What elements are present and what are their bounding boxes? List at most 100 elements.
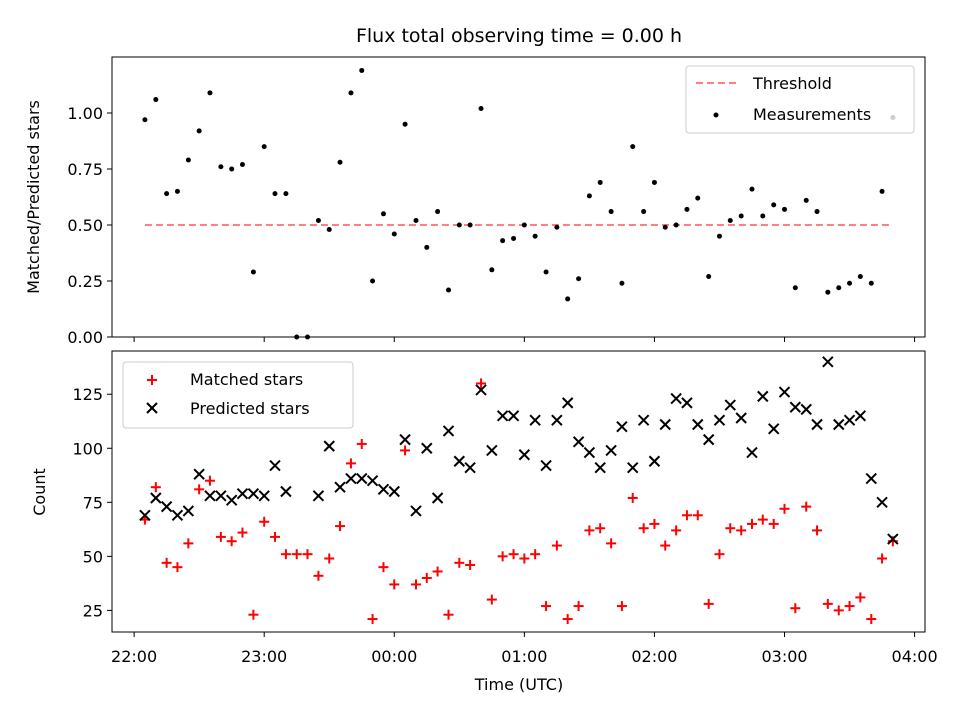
bottom-legend-box — [122, 361, 354, 429]
predicted-star-point — [627, 462, 639, 474]
measurement-point — [619, 280, 625, 286]
top-legend: Threshold Measurements — [685, 65, 915, 134]
matched-star-point — [855, 592, 866, 603]
matched-star-point — [389, 579, 400, 590]
predicted-star-point — [486, 444, 498, 457]
matched-star-point — [703, 598, 714, 609]
measurement-point — [868, 280, 874, 286]
matched-star-point — [649, 518, 660, 529]
predicted-star-point — [204, 490, 216, 502]
matched-star-point — [812, 525, 823, 536]
matched-star-point — [302, 549, 313, 560]
matched-star-point — [714, 549, 725, 560]
predicted-star-point — [865, 472, 877, 485]
measurement-point — [803, 197, 809, 203]
bottom-y-tick-label: 125 — [72, 385, 103, 404]
matched-star-point — [259, 516, 270, 527]
predicted-star-point — [139, 509, 151, 521]
matched-star-point — [638, 523, 649, 534]
x-tick-label: 23:00 — [241, 647, 287, 666]
predicted-star-point — [323, 440, 335, 452]
predicted-star-point — [822, 356, 834, 368]
measurement-point — [836, 285, 842, 291]
measurement-point — [749, 186, 755, 192]
predicted-star-point — [410, 505, 422, 517]
top-y-tick-label: 0.00 — [67, 328, 103, 347]
measurement-point — [326, 226, 332, 232]
predicted-star-point — [778, 386, 791, 398]
matched-star-point — [150, 482, 161, 493]
measurement-point — [782, 206, 788, 212]
predicted-star-point — [193, 468, 205, 480]
predicted-star-point — [225, 494, 238, 506]
predicted-star-point — [345, 472, 357, 485]
predicted-star-point — [572, 436, 585, 448]
predicted-star-point — [887, 533, 899, 545]
matched-star-point — [801, 501, 812, 512]
predicted-star-point — [160, 500, 173, 513]
predicted-star-point — [692, 418, 704, 431]
matched-star-point — [367, 614, 378, 625]
measurement-point — [630, 144, 636, 150]
measurement-point — [370, 278, 376, 284]
matched-star-point — [400, 445, 411, 456]
matched-star-point — [421, 572, 432, 583]
matched-star-point — [627, 492, 638, 503]
bottom-plot-frame — [111, 350, 926, 633]
measurement-point — [532, 233, 538, 239]
matched-star-point — [194, 484, 205, 495]
matched-star-point — [335, 521, 346, 532]
measurement-point — [695, 195, 701, 201]
measurement-point — [359, 67, 365, 73]
matched-star-point — [215, 531, 226, 542]
predicted-star-point — [334, 481, 346, 493]
measurement-point — [521, 222, 527, 228]
predicted-star-point — [735, 412, 747, 424]
predicted-star-point — [453, 455, 466, 467]
matched-star-point — [248, 609, 259, 620]
predicted-star-point — [150, 492, 162, 504]
bottom-y-tick-label: 50 — [83, 547, 103, 566]
predicted-star-point — [507, 410, 520, 422]
matched-star-point — [736, 525, 747, 536]
matched-star-point — [476, 378, 487, 389]
predicted-star-point — [724, 399, 736, 411]
measurement-point — [218, 164, 224, 170]
predicted-star-point — [854, 410, 867, 422]
predicted-star-point — [637, 414, 650, 426]
measurement-point — [738, 213, 744, 219]
matched-star-point — [486, 594, 497, 605]
measurement-point — [348, 90, 354, 96]
measurement-point — [857, 274, 863, 280]
matched-star-point — [172, 562, 183, 573]
legend-matched-label: Matched stars — [190, 370, 303, 389]
x-tick-label: 02:00 — [631, 647, 677, 666]
chart-title: Flux total observing time = 0.00 h — [356, 25, 682, 47]
top-y-tick-label: 1.00 — [67, 104, 103, 123]
x-tick-label: 01:00 — [501, 647, 547, 666]
predicted-star-point — [269, 459, 281, 472]
matched-star-point — [757, 514, 768, 525]
top-legend-box — [685, 65, 915, 134]
matched-star-point — [324, 553, 335, 564]
measurement-point — [164, 191, 170, 197]
matched-star-point — [877, 553, 888, 564]
predicted-star-point — [659, 418, 671, 431]
matched-star-point — [530, 549, 541, 560]
matched-star-point — [226, 536, 237, 547]
predicted-star-point — [789, 401, 802, 413]
top-y-tick-label: 0.75 — [67, 160, 103, 179]
measurement-point — [337, 159, 343, 165]
measurement-point — [402, 121, 408, 127]
measurement-point — [315, 218, 321, 224]
measurement-point — [435, 209, 441, 215]
predicted-star-point — [377, 483, 390, 496]
measurement-point — [456, 222, 462, 228]
predicted-star-point — [356, 472, 368, 485]
measurement-point — [716, 233, 722, 239]
predicted-star-point — [399, 433, 411, 446]
matched-star-point — [237, 527, 248, 538]
matched-star-point — [746, 518, 757, 529]
measurement-point — [261, 144, 267, 150]
